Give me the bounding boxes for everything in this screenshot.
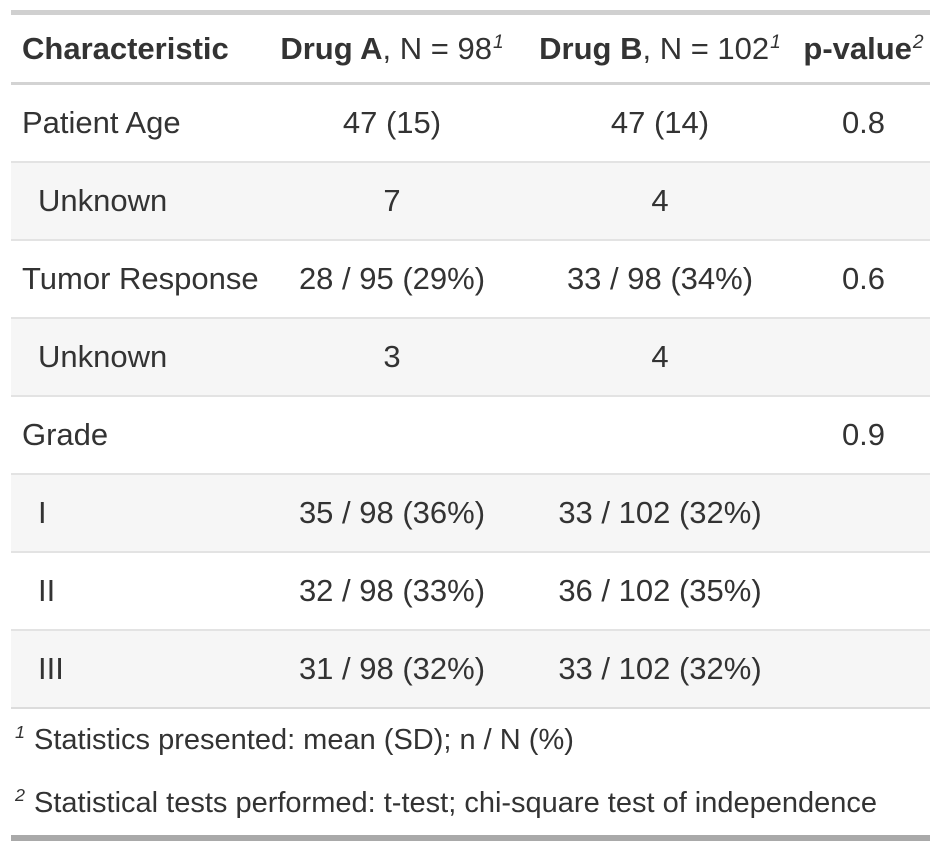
row-label: II bbox=[11, 551, 261, 630]
footnote-2-mark: 2 bbox=[15, 785, 25, 806]
drug-a-value: 3 bbox=[261, 317, 523, 396]
drug-a-value: 7 bbox=[261, 161, 523, 240]
drug-b-value: 4 bbox=[523, 161, 797, 240]
p-value bbox=[797, 317, 930, 396]
row-label: III bbox=[11, 629, 261, 708]
drug-a-value: 28 / 95 (29%) bbox=[261, 239, 523, 318]
column-header-characteristic: Characteristic bbox=[11, 12, 261, 85]
row-label: Unknown bbox=[11, 161, 261, 240]
table-row-tumor-response: Tumor Response 28 / 95 (29%) 33 / 98 (34… bbox=[11, 239, 930, 318]
drug-a-value: 47 (15) bbox=[342, 105, 442, 140]
p-value bbox=[797, 629, 930, 708]
drug-b-value: 36 / 102 (35%) bbox=[523, 551, 797, 630]
table-row-grade-1: I 35 / 98 (36%) 33 / 102 (32%) bbox=[11, 473, 930, 552]
footnote-2: 2 Statistical tests performed: t-test; ch… bbox=[11, 772, 930, 838]
drug-a-header-label: Drug A bbox=[280, 31, 383, 66]
p-value: 0.9 bbox=[797, 395, 930, 474]
p-value bbox=[797, 473, 930, 552]
p-value bbox=[797, 161, 930, 240]
p-value-header-label: p-value bbox=[803, 31, 912, 66]
row-label: Grade bbox=[11, 395, 261, 474]
drug-a-value bbox=[261, 395, 523, 474]
footnote-row-1: 1 Statistics presented: mean (SD); n / N … bbox=[11, 707, 930, 772]
column-header-drug-a: Drug A, N = 981 bbox=[261, 12, 523, 85]
footnote-1-text: Statistics presented: mean (SD); n / N (… bbox=[34, 724, 574, 756]
table-row-grade-3: III 31 / 98 (32%) 33 / 102 (32%) bbox=[11, 629, 930, 708]
table-footnotes: 1 Statistics presented: mean (SD); n / N … bbox=[11, 707, 930, 838]
row-label: Tumor Response bbox=[11, 239, 261, 318]
characteristic-header-label: Characteristic bbox=[22, 31, 229, 66]
header-row: Characteristic Drug A, N = 981 Drug B, N… bbox=[11, 12, 930, 85]
footnote-2-text: Statistical tests performed: t-test; chi… bbox=[34, 787, 878, 819]
p-value-footnote-mark: 2 bbox=[912, 31, 924, 53]
table-row-grade-2: II 32 / 98 (33%) 36 / 102 (35%) bbox=[11, 551, 930, 630]
column-header-drug-b: Drug B, N = 1021 bbox=[523, 12, 797, 85]
drug-a-value: 35 / 98 (36%) bbox=[261, 473, 523, 552]
drug-b-value bbox=[523, 395, 797, 474]
table-header: Characteristic Drug A, N = 981 Drug B, N… bbox=[11, 12, 930, 85]
footnote-1: 1 Statistics presented: mean (SD); n / N … bbox=[11, 707, 930, 772]
drug-b-header-label: Drug B bbox=[539, 31, 643, 66]
p-value: 0.6 bbox=[797, 239, 930, 318]
drug-a-footnote-mark: 1 bbox=[492, 31, 504, 53]
p-value bbox=[797, 551, 930, 630]
drug-b-value: 33 / 102 (32%) bbox=[523, 473, 797, 552]
drug-a-value: 31 / 98 (32%) bbox=[261, 629, 523, 708]
column-header-p-value: p-value2 bbox=[797, 12, 930, 85]
table-row-patient-age: Patient Age 47 (15) 47 (14) 0.8 bbox=[11, 84, 930, 163]
row-label: I bbox=[11, 473, 261, 552]
drug-b-header-n: , N = 102 bbox=[642, 31, 770, 66]
footnote-row-2: 2 Statistical tests performed: t-test; ch… bbox=[11, 772, 930, 838]
drug-b-value: 47 (14) bbox=[610, 105, 710, 140]
table-row-response-unknown: Unknown 3 4 bbox=[11, 317, 930, 396]
characteristics-table: Characteristic Drug A, N = 981 Drug B, N… bbox=[11, 10, 930, 841]
drug-b-footnote-mark: 1 bbox=[770, 31, 781, 53]
drug-a-value: 32 / 98 (33%) bbox=[261, 551, 523, 630]
row-label: Patient Age bbox=[22, 105, 181, 140]
drug-b-value: 33 / 102 (32%) bbox=[523, 629, 797, 708]
drug-b-value: 4 bbox=[523, 317, 797, 396]
drug-a-header-n: , N = 98 bbox=[382, 31, 492, 66]
table-body: Patient Age 47 (15) 47 (14) 0.8 Unknown … bbox=[11, 84, 930, 708]
drug-b-value: 33 / 98 (34%) bbox=[523, 239, 797, 318]
row-label: Unknown bbox=[11, 317, 261, 396]
summary-table-card: Characteristic Drug A, N = 981 Drug B, N… bbox=[11, 10, 930, 841]
p-value: 0.8 bbox=[841, 105, 886, 140]
table-row-grade: Grade 0.9 bbox=[11, 395, 930, 474]
table-row-age-unknown: Unknown 7 4 bbox=[11, 161, 930, 240]
footnote-1-mark: 1 bbox=[15, 722, 25, 743]
